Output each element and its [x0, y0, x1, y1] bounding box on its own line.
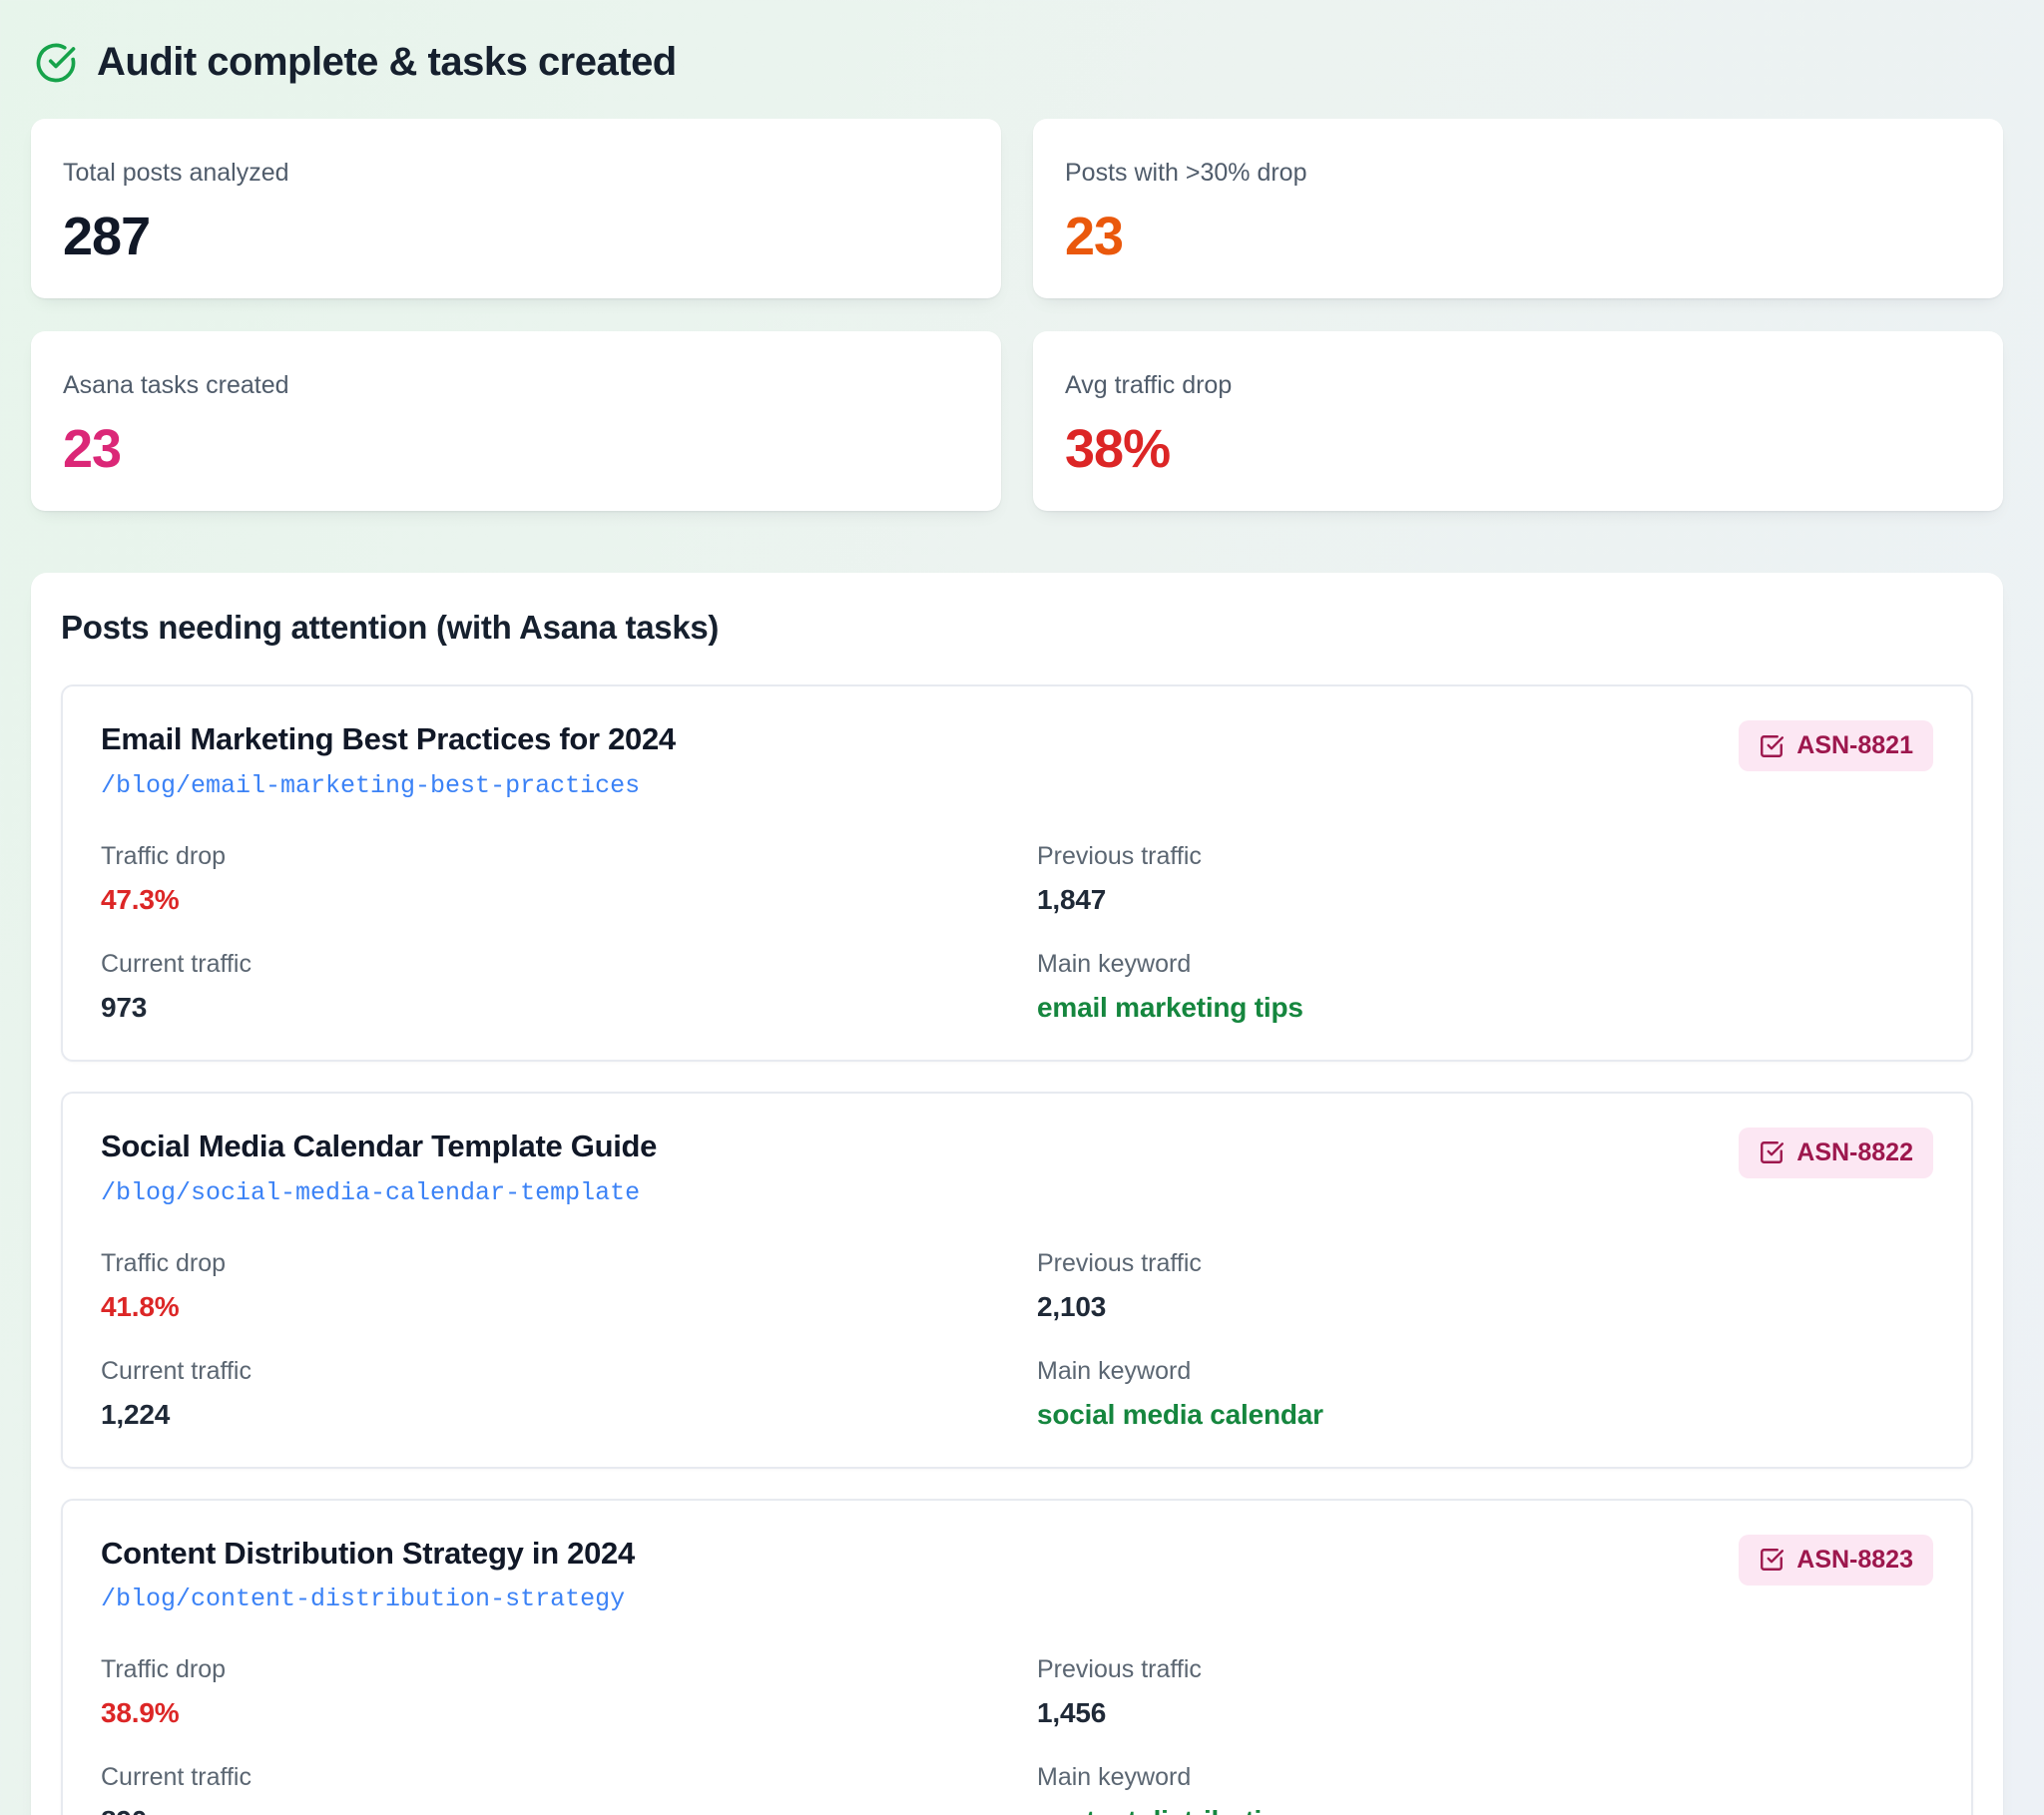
previous-traffic-value: 1,847	[1037, 883, 1107, 915]
main-keyword-field: Main keyword social media calendar	[1037, 1357, 1933, 1431]
stat-card-avg-traffic-drop: Avg traffic drop 38%	[1033, 331, 2003, 511]
traffic-drop-field: Traffic drop 38.9%	[101, 1655, 997, 1729]
asana-task-id: ASN-8821	[1796, 731, 1913, 759]
square-check-icon	[1759, 733, 1785, 759]
asana-task-id: ASN-8823	[1796, 1545, 1913, 1574]
current-traffic-field: Current traffic 973	[101, 950, 997, 1024]
current-traffic-value: 1,224	[101, 1398, 171, 1430]
stat-value: 38%	[1065, 419, 1171, 479]
post-stats-grid: Traffic drop 47.3% Previous traffic 1,84…	[101, 842, 1933, 1024]
asana-task-id: ASN-8822	[1796, 1137, 1913, 1166]
field-label: Traffic drop	[101, 1248, 227, 1277]
previous-traffic-value: 1,456	[1037, 1697, 1107, 1729]
post-card-heading-group: Content Distribution Strategy in 2024 /b…	[101, 1535, 635, 1614]
main-keyword-value: email marketing tips	[1037, 991, 1303, 1023]
previous-traffic-field: Previous traffic 2,103	[1037, 1249, 1933, 1323]
field-label: Current traffic	[101, 1356, 252, 1385]
post-stats-grid: Traffic drop 41.8% Previous traffic 2,10…	[101, 1249, 1933, 1431]
post-title: Social Media Calendar Template Guide	[101, 1128, 658, 1163]
stat-card-total-posts: Total posts analyzed 287	[31, 119, 1001, 298]
field-label: Traffic drop	[101, 841, 227, 870]
post-card-content-distribution: Content Distribution Strategy in 2024 /b…	[61, 1498, 1973, 1815]
post-card-header: Email Marketing Best Practices for 2024 …	[101, 720, 1933, 800]
post-card-header: Content Distribution Strategy in 2024 /b…	[101, 1534, 1933, 1614]
traffic-drop-value: 38.9%	[101, 1697, 180, 1729]
field-label: Previous traffic	[1037, 841, 1202, 870]
main-keyword-value: content distribution	[1037, 1805, 1933, 1815]
stat-card-posts-with-drop: Posts with >30% drop 23	[1033, 119, 2003, 298]
field-label: Current traffic	[101, 949, 252, 978]
traffic-drop-field: Traffic drop 41.8%	[101, 1249, 997, 1323]
post-card-heading-group: Email Marketing Best Practices for 2024 …	[101, 720, 676, 800]
main-keyword-field: Main keyword email marketing tips	[1037, 950, 1933, 1024]
audit-report-page: Audit complete & tasks created Total pos…	[31, 30, 2003, 1815]
stat-value: 287	[63, 207, 151, 266]
asana-task-badge[interactable]: ASN-8822	[1739, 1127, 1933, 1178]
current-traffic-value: 890	[101, 1805, 997, 1815]
main-keyword-value: social media calendar	[1037, 1398, 1323, 1430]
asana-task-badge[interactable]: ASN-8821	[1739, 720, 1933, 771]
traffic-drop-value: 41.8%	[101, 1290, 180, 1322]
post-url-link[interactable]: /blog/content-distribution-strategy	[101, 1585, 626, 1614]
post-card-social-media-calendar: Social Media Calendar Template Guide /bl…	[61, 1091, 1973, 1469]
post-url-link[interactable]: /blog/social-media-calendar-template	[101, 1177, 641, 1207]
page-title: Audit complete & tasks created	[97, 40, 677, 84]
current-traffic-field: Current traffic 1,224	[101, 1357, 997, 1431]
main-keyword-field: Main keyword content distribution	[1037, 1763, 1933, 1815]
traffic-drop-value: 47.3%	[101, 883, 180, 915]
stat-card-asana-tasks: Asana tasks created 23	[31, 331, 1001, 511]
previous-traffic-field: Previous traffic 1,456	[1037, 1655, 1933, 1729]
square-check-icon	[1759, 1139, 1785, 1165]
traffic-drop-field: Traffic drop 47.3%	[101, 842, 997, 916]
post-url-link[interactable]: /blog/email-marketing-best-practices	[101, 770, 641, 800]
field-label: Traffic drop	[101, 1655, 227, 1684]
square-check-icon	[1759, 1547, 1785, 1573]
previous-traffic-value: 2,103	[1037, 1290, 1107, 1322]
stat-label: Avg traffic drop	[1065, 371, 1233, 399]
posts-section-title: Posts needing attention (with Asana task…	[61, 609, 720, 646]
post-stats-grid: Traffic drop 38.9% Previous traffic 1,45…	[101, 1655, 1933, 1815]
post-card-heading-group: Social Media Calendar Template Guide /bl…	[101, 1128, 657, 1207]
stats-grid: Total posts analyzed 287 Posts with >30%…	[31, 119, 2003, 511]
stat-label: Asana tasks created	[63, 371, 289, 399]
post-title: Email Marketing Best Practices for 2024	[101, 721, 676, 756]
circle-check-icon	[35, 42, 77, 84]
post-card-email-marketing: Email Marketing Best Practices for 2024 …	[61, 684, 1973, 1062]
stat-label: Total posts analyzed	[63, 159, 289, 187]
stat-value: 23	[63, 419, 122, 479]
field-label: Previous traffic	[1037, 1248, 1202, 1277]
asana-task-badge[interactable]: ASN-8823	[1739, 1534, 1933, 1586]
field-label: Main keyword	[1037, 949, 1192, 978]
previous-traffic-field: Previous traffic 1,847	[1037, 842, 1933, 916]
page-header: Audit complete & tasks created	[31, 30, 2003, 85]
stat-label: Posts with >30% drop	[1065, 159, 1307, 187]
field-label: Main keyword	[1037, 1763, 1192, 1792]
current-traffic-value: 973	[101, 991, 148, 1023]
posts-panel: Posts needing attention (with Asana task…	[31, 573, 2003, 1815]
field-label: Main keyword	[1037, 1356, 1192, 1385]
current-traffic-field: Current traffic 890	[101, 1763, 997, 1815]
field-label: Previous traffic	[1037, 1655, 1202, 1684]
field-label: Current traffic	[101, 1763, 252, 1792]
post-title: Content Distribution Strategy in 2024	[101, 1535, 635, 1571]
stat-value: 23	[1065, 207, 1124, 266]
post-card-header: Social Media Calendar Template Guide /bl…	[101, 1127, 1933, 1207]
